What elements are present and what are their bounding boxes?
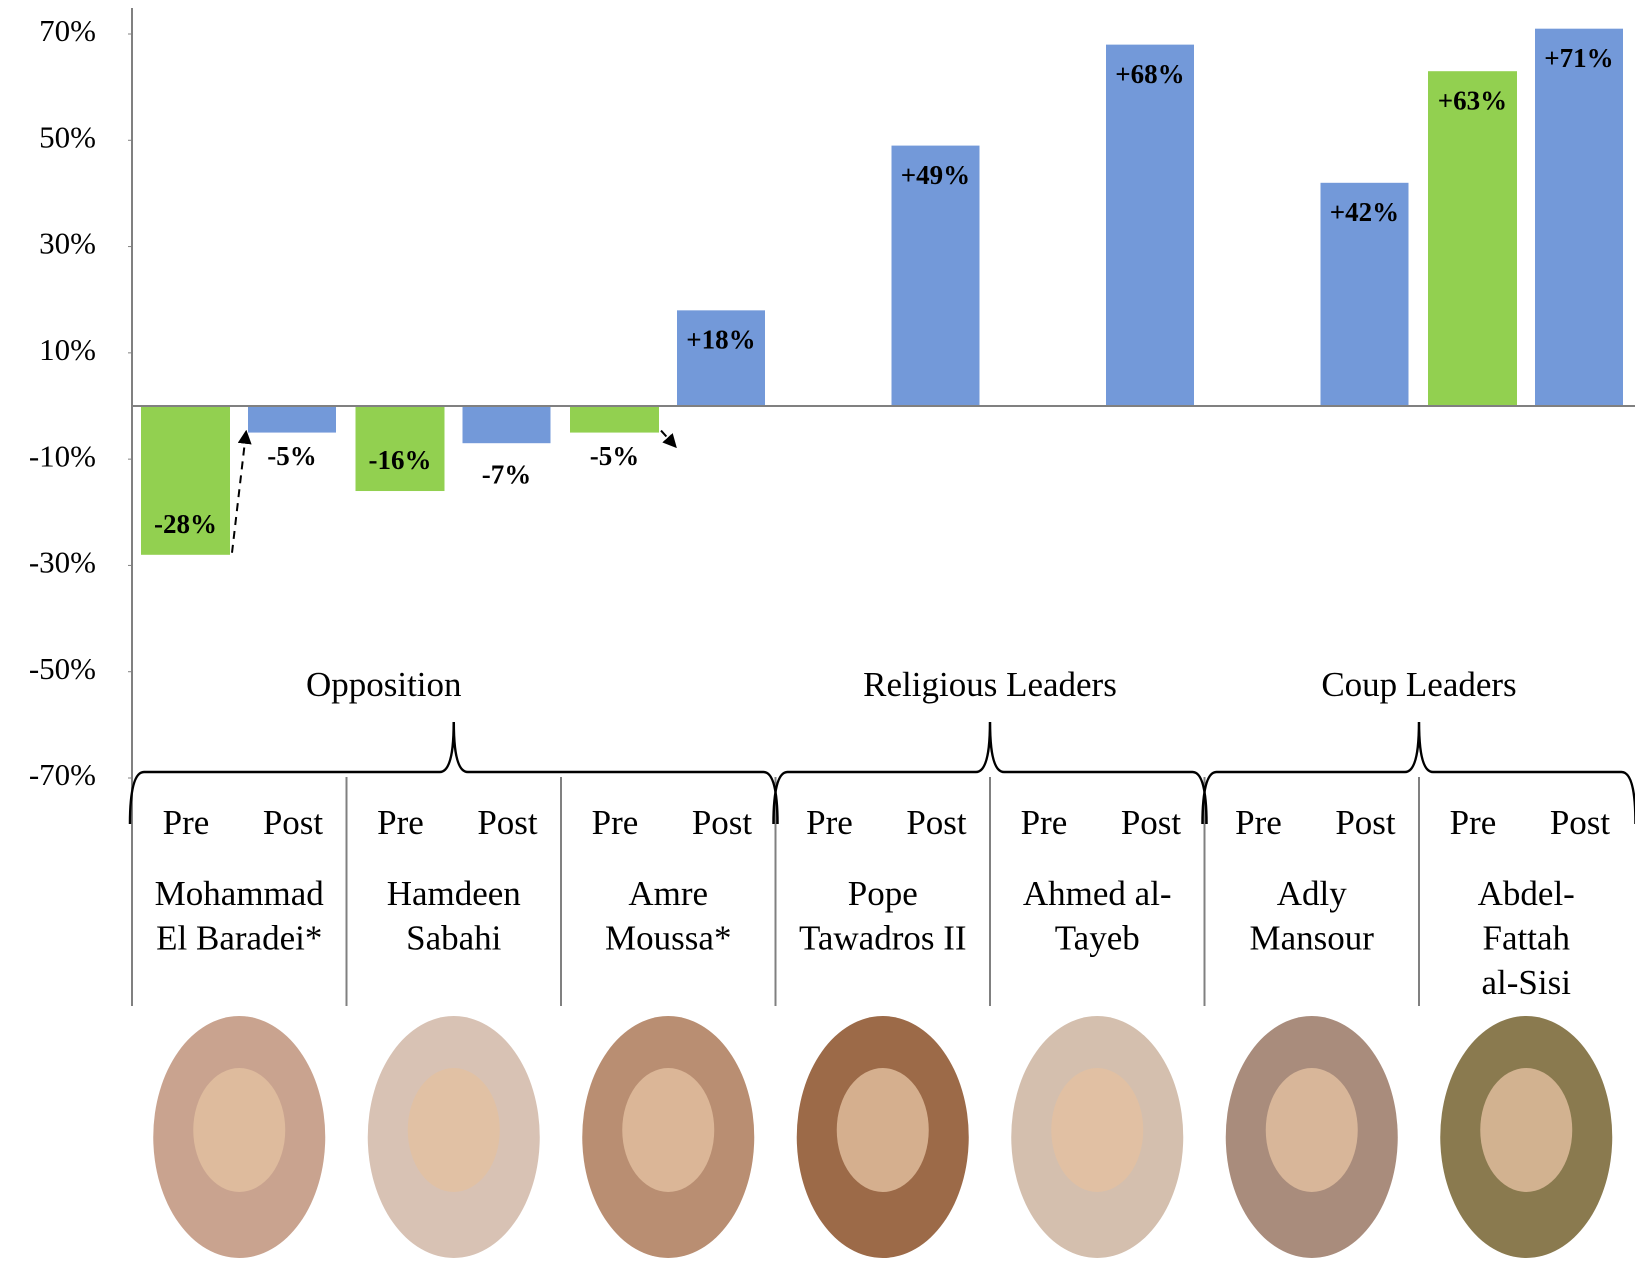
value-label: +63% <box>1438 85 1507 115</box>
value-label: +68% <box>1115 59 1184 89</box>
bar <box>570 406 659 433</box>
category-label: Amre <box>628 874 708 913</box>
value-label: -16% <box>369 445 432 475</box>
bar <box>248 406 336 433</box>
group-brace <box>128 721 779 825</box>
category-label: Fattah <box>1483 919 1571 958</box>
post-label: Post <box>906 803 967 842</box>
post-label: Post <box>692 803 753 842</box>
pre-label: Pre <box>163 803 210 842</box>
category-label: Hamdeen <box>387 874 521 913</box>
change-arrow <box>660 429 677 449</box>
value-label: +42% <box>1330 197 1399 227</box>
pre-label: Pre <box>1235 803 1282 842</box>
portrait-face <box>1480 1068 1573 1192</box>
value-label: +49% <box>901 160 970 190</box>
y-tick-label: -10% <box>29 438 96 473</box>
bar <box>355 406 445 492</box>
post-label: Post <box>1121 803 1182 842</box>
category-label: Sabahi <box>406 919 502 958</box>
portrait-face <box>836 1068 929 1192</box>
y-tick-label: 50% <box>39 119 96 154</box>
portrait-face <box>622 1068 715 1192</box>
bar <box>1428 71 1517 406</box>
category-label: Tayeb <box>1055 919 1140 958</box>
value-label: -5% <box>590 441 640 471</box>
y-tick-label: -70% <box>29 757 96 792</box>
pre-label: Pre <box>1021 803 1068 842</box>
bar <box>677 310 765 406</box>
bar <box>891 145 980 406</box>
pre-label: Pre <box>1450 803 1497 842</box>
group-label: Opposition <box>306 665 462 704</box>
category-label: Pope <box>848 874 918 913</box>
group-brace <box>772 721 1208 825</box>
bar <box>141 406 230 555</box>
bar <box>462 406 551 444</box>
y-tick-label: 10% <box>39 332 96 367</box>
y-tick-label: -50% <box>29 651 96 686</box>
value-label: -28% <box>154 509 217 539</box>
category-label: Mansour <box>1250 919 1375 958</box>
category-label: Adly <box>1277 874 1348 913</box>
group-label: Religious Leaders <box>863 665 1117 704</box>
value-label: -7% <box>482 459 532 489</box>
y-tick-label: 30% <box>39 226 96 261</box>
bar <box>1320 182 1409 406</box>
group-brace <box>1201 721 1635 825</box>
post-label: Post <box>1550 803 1611 842</box>
post-label: Post <box>477 803 538 842</box>
pre-label: Pre <box>377 803 424 842</box>
bar <box>1535 28 1623 406</box>
category-label: Mohammad <box>155 874 325 913</box>
change-arrow <box>231 429 252 553</box>
post-label: Post <box>263 803 324 842</box>
group-label: Coup Leaders <box>1321 665 1516 704</box>
portrait-face <box>193 1068 286 1192</box>
value-label: +71% <box>1544 43 1613 73</box>
y-tick-label: -30% <box>29 545 96 580</box>
category-label: al-Sisi <box>1482 963 1572 1002</box>
category-label: Moussa* <box>605 919 731 958</box>
value-label: +18% <box>686 325 755 355</box>
portrait-face <box>1051 1068 1144 1192</box>
category-label: Tawadros II <box>799 919 967 958</box>
post-label: Post <box>1335 803 1396 842</box>
category-label: El Baradei* <box>156 919 322 958</box>
category-label: Abdel- <box>1478 874 1575 913</box>
pre-label: Pre <box>592 803 639 842</box>
portrait-face <box>1265 1068 1358 1192</box>
y-tick-label: 70% <box>39 13 96 48</box>
portrait-face <box>407 1068 500 1192</box>
value-label: -5% <box>267 441 317 471</box>
pre-label: Pre <box>806 803 853 842</box>
category-label: Ahmed al- <box>1023 874 1172 913</box>
bar <box>1106 44 1194 406</box>
